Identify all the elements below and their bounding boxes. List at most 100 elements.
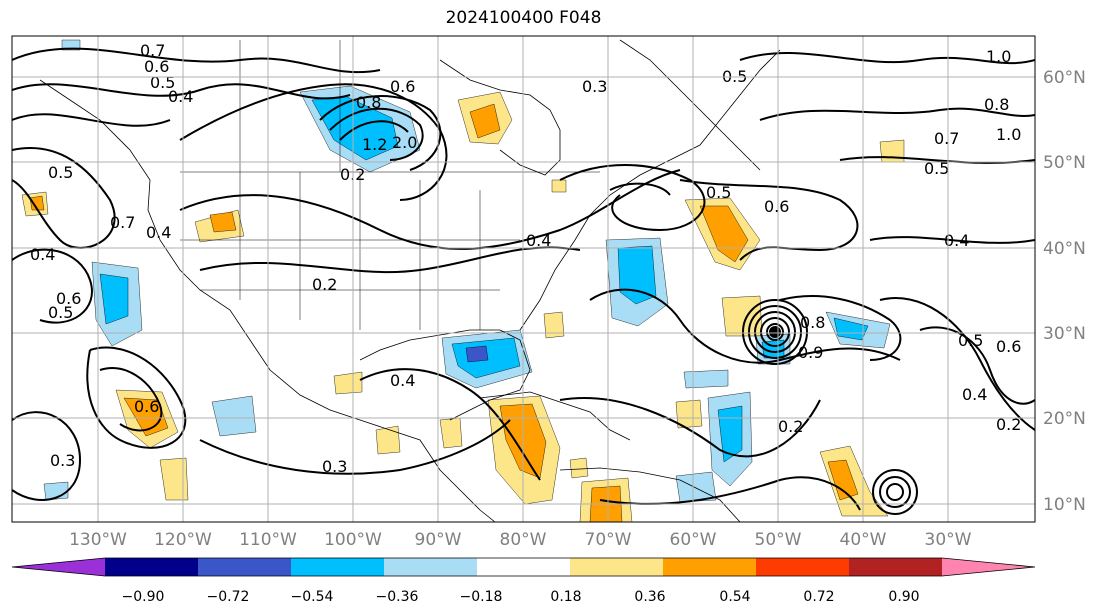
greenland-coast: [619, 39, 761, 171]
colorbar-outline: [11, 557, 1036, 577]
lat-label: 30°N: [1043, 324, 1086, 344]
positive-field: [469, 103, 501, 139]
east-coast: [519, 49, 781, 331]
lon-label: 130°W: [69, 530, 127, 550]
colorbar-tick-label: 0.54: [719, 589, 750, 605]
contour-label: 0.6: [144, 57, 169, 76]
colorbar-cell: [849, 558, 942, 576]
contour-label: 0.6: [134, 397, 159, 416]
lon-label: 90°W: [415, 530, 462, 550]
contour-label: 0.4: [390, 371, 415, 390]
colorbar-tick-label: 0.18: [550, 589, 581, 605]
contour-label: 0.9: [798, 343, 823, 362]
contour-label: 0.5: [706, 183, 731, 202]
contour-label: 1.2: [362, 135, 387, 154]
cyclone-center-marker: [769, 326, 781, 338]
contour-label: 0.6: [996, 337, 1021, 356]
contour-label: 0.8: [984, 95, 1009, 114]
gulf-coast: [359, 329, 531, 421]
lat-axis-labels: 60°N 50°N 40°N 30°N 20°N 10°N: [1043, 68, 1086, 515]
colorbar-cell: [663, 558, 756, 576]
contour-label: 0.2: [312, 275, 337, 294]
lon-label: 100°W: [324, 530, 382, 550]
positive-field: [569, 457, 589, 479]
colorbar: −0.90 −0.72 −0.54 −0.36 −0.18 0.18 0.36 …: [11, 557, 1036, 605]
chart-title: 2024100400 F048: [445, 8, 602, 28]
contour-label: 0.7: [110, 213, 135, 232]
contour-label: 0.3: [50, 451, 75, 470]
colorbar-cell: [756, 558, 849, 576]
positive-field: [209, 211, 237, 233]
positive-field: [123, 397, 169, 437]
positive-field: [439, 417, 463, 449]
contour-label: 0.8: [800, 313, 825, 332]
colorbar-tick-label: −0.18: [460, 589, 503, 605]
contour-label: 0.3: [322, 457, 347, 476]
lon-label: 80°W: [500, 530, 547, 550]
contour-label-layer: 0.7 0.6 0.5 0.4 0.6 0.8 1.2 2.0 0.2 0.3 …: [30, 41, 1021, 476]
colorbar-cell: [570, 558, 663, 576]
contour-label: 0.7: [140, 41, 165, 60]
colorbar-tick-label: 0.90: [888, 589, 919, 605]
contour-label: 0.4: [168, 87, 193, 106]
lat-label: 10°N: [1043, 495, 1086, 515]
colorbar-extend-high: [942, 558, 1035, 576]
colorbar-tick-label: −0.36: [376, 589, 419, 605]
negative-field: [833, 317, 869, 341]
positive-field: [543, 311, 565, 339]
contour-label: 0.2: [996, 415, 1021, 434]
graticule: [12, 36, 1035, 522]
negative-field: [675, 471, 717, 503]
plot-frame: [11, 35, 1036, 523]
positive-field: [333, 371, 363, 395]
contour-label: 0.4: [944, 231, 969, 250]
contour-label: 0.6: [390, 77, 415, 96]
contour-label: 0.6: [764, 197, 789, 216]
negative-field: [465, 345, 489, 363]
lat-label: 20°N: [1043, 409, 1086, 429]
contour-label: 2.0: [392, 133, 417, 152]
colorbar-cell: [198, 558, 291, 576]
contour-label: 0.7: [934, 129, 959, 148]
caribbean-islands: [479, 391, 631, 441]
contour-label: 0.5: [924, 159, 949, 178]
north-america-coast: [39, 79, 496, 522]
contour-label: 0.5: [48, 163, 73, 182]
lon-axis-labels: 130°W 120°W 110°W 100°W 90°W 80°W 70°W 6…: [69, 530, 972, 550]
contour-label: 0.4: [962, 385, 987, 404]
colorbar-tick-label: −0.90: [122, 589, 165, 605]
contour-label: 0.5: [958, 331, 983, 350]
positive-field: [375, 425, 401, 455]
positive-field: [29, 195, 45, 211]
colorbar-cell: [384, 558, 477, 576]
contour-label: 1.0: [996, 125, 1021, 144]
negative-field: [61, 39, 81, 51]
lon-label: 110°W: [239, 530, 297, 550]
contour-label: 0.5: [150, 73, 175, 92]
positive-field: [159, 457, 189, 501]
hudson-bay: [439, 59, 561, 176]
colorbar-tick-label: −0.72: [207, 589, 250, 605]
negative-field: [717, 405, 743, 463]
lat-label: 50°N: [1043, 153, 1086, 173]
colorbar-tick-label: 0.72: [803, 589, 834, 605]
negative-field: [683, 369, 729, 389]
negative-field: [99, 273, 129, 325]
contour-label: 0.4: [526, 231, 551, 250]
positive-field: [551, 179, 567, 193]
negative-field: [211, 395, 257, 437]
contour-label: 0.3: [582, 77, 607, 96]
colorbar-cell: [291, 558, 384, 576]
positive-field: [827, 459, 859, 501]
colorbar-cell: [105, 558, 198, 576]
lon-label: 70°W: [585, 530, 632, 550]
lon-label: 30°W: [925, 530, 972, 550]
contour-label: 0.4: [146, 223, 171, 242]
colorbar-extend-low: [12, 558, 105, 576]
lat-label: 40°N: [1043, 239, 1086, 259]
contour-label: 0.2: [778, 417, 803, 436]
coastlines: [39, 39, 781, 522]
colorbar-tick-label: 0.36: [634, 589, 665, 605]
lon-label: 120°W: [154, 530, 212, 550]
